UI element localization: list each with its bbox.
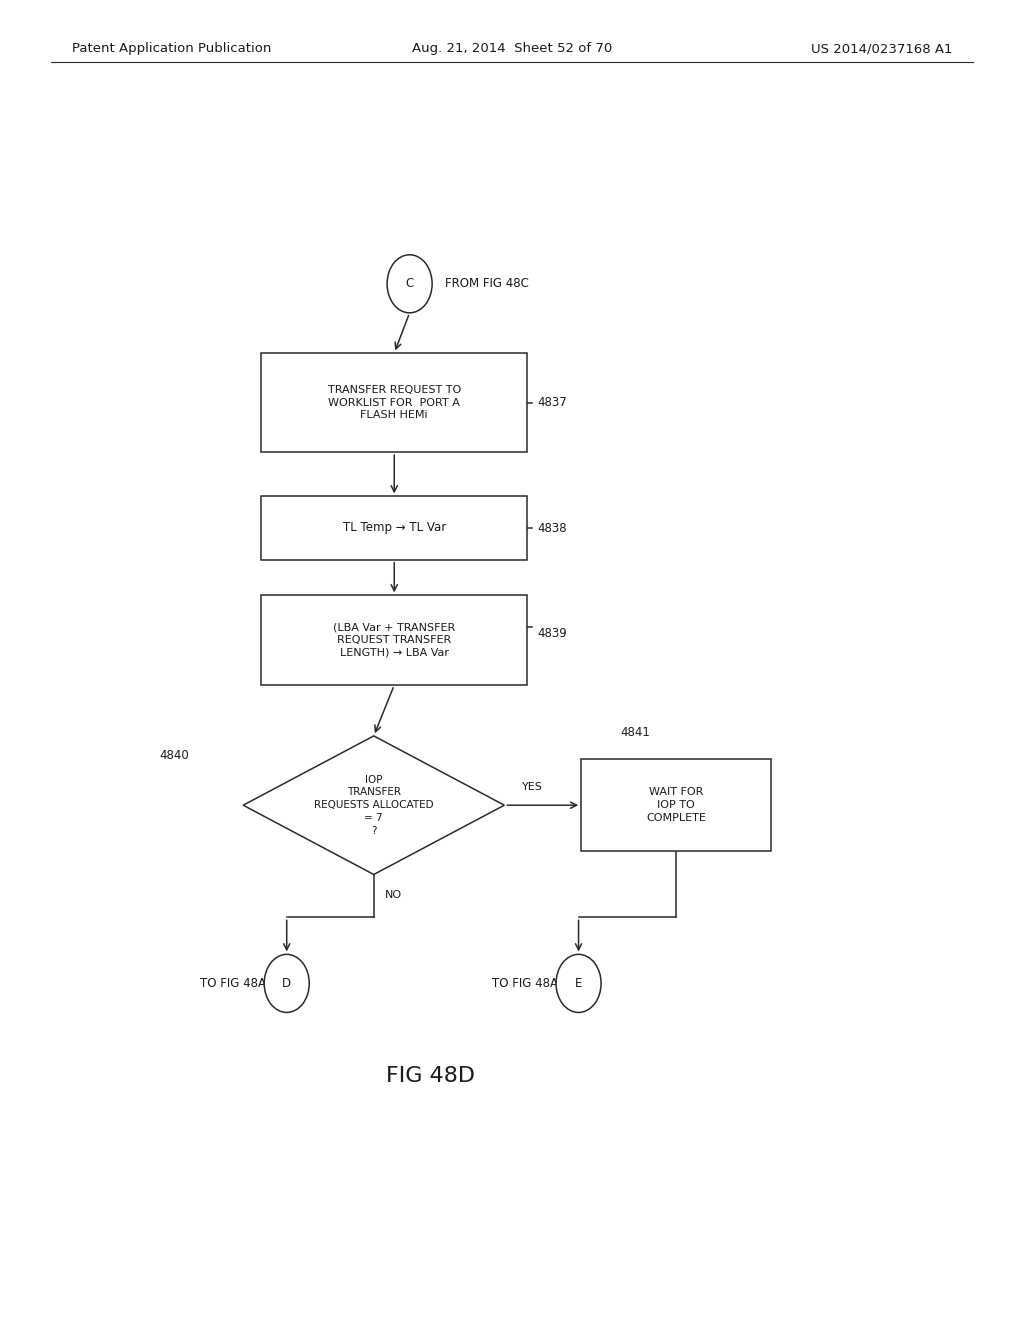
Polygon shape [244,737,504,874]
Text: TRANSFER REQUEST TO
WORKLIST FOR  PORT A
FLASH HEMi: TRANSFER REQUEST TO WORKLIST FOR PORT A … [328,385,461,420]
Text: FIG 48D: FIG 48D [386,1065,474,1086]
Text: 4841: 4841 [621,726,650,739]
Text: D: D [283,977,291,990]
Text: (LBA Var + TRANSFER
REQUEST TRANSFER
LENGTH) → LBA Var: (LBA Var + TRANSFER REQUEST TRANSFER LEN… [333,623,456,657]
Text: FROM FIG 48C: FROM FIG 48C [445,277,529,290]
Text: 4840: 4840 [160,748,189,762]
Text: TO FIG 48A: TO FIG 48A [200,977,265,990]
Text: IOP
TRANSFER
REQUESTS ALLOCATED
= 7
?: IOP TRANSFER REQUESTS ALLOCATED = 7 ? [314,775,433,836]
Text: TL Temp → TL Var: TL Temp → TL Var [343,521,445,535]
Text: E: E [574,977,583,990]
Text: WAIT FOR
IOP TO
COMPLETE: WAIT FOR IOP TO COMPLETE [646,788,706,822]
Text: C: C [406,277,414,290]
Bar [582,759,770,851]
Text: Aug. 21, 2014  Sheet 52 of 70: Aug. 21, 2014 Sheet 52 of 70 [412,42,612,55]
Bar [261,595,527,685]
Text: NO: NO [385,890,402,900]
Text: 4837: 4837 [538,396,567,409]
Circle shape [556,954,601,1012]
Text: 4838: 4838 [538,521,567,535]
Text: TO FIG 48A: TO FIG 48A [492,977,557,990]
Text: 4839: 4839 [538,627,567,640]
Bar [261,496,527,560]
Circle shape [264,954,309,1012]
Circle shape [387,255,432,313]
Text: Patent Application Publication: Patent Application Publication [72,42,271,55]
Text: YES: YES [522,781,543,792]
Bar [261,354,527,451]
Text: US 2014/0237168 A1: US 2014/0237168 A1 [811,42,952,55]
